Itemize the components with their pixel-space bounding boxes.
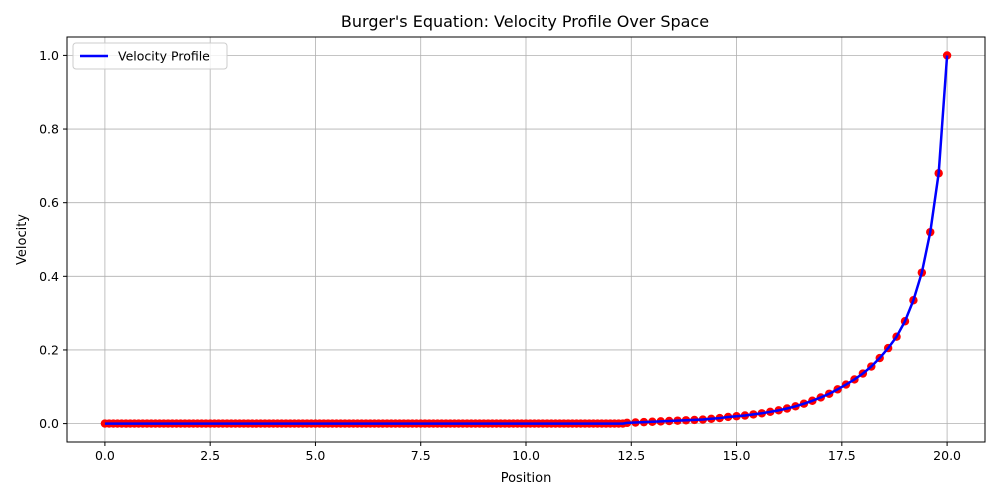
x-tick-label: 12.5 — [617, 448, 645, 463]
x-tick-label: 5.0 — [306, 448, 326, 463]
y-tick-label: 0.0 — [39, 416, 59, 431]
ticks: 0.0 2.5 5.0 7.5 10.0 12.5 15.0 17.5 20.0 0.0 0.2 0.… — [39, 48, 961, 463]
y-tick-label: 0.6 — [39, 195, 59, 210]
legend-box — [72, 42, 228, 70]
data-layer — [100, 51, 952, 428]
x-axis-label: Position — [501, 471, 552, 486]
x-tick-label: 20.0 — [933, 448, 961, 463]
y-tick-label: 0.8 — [39, 122, 59, 137]
x-tick-label: 7.5 — [411, 448, 431, 463]
x-tick-label: 0.0 — [95, 448, 115, 463]
x-tick-label: 2.5 — [200, 448, 220, 463]
x-tick-label: 15.0 — [723, 448, 751, 463]
y-tick-label: 0.2 — [39, 342, 59, 357]
chart-title: Burger's Equation: Velocity Profile Over… — [341, 12, 709, 31]
x-tick-label: 10.0 — [512, 448, 540, 463]
x-tick-label: 17.5 — [828, 448, 856, 463]
y-axis-label: Velocity — [15, 214, 30, 265]
series-line-velocity-profile — [104, 55, 949, 425]
y-tick-label: 0.4 — [39, 269, 59, 284]
legend: Velocity Profile — [72, 42, 228, 70]
legend-entry-velocity-profile: Velocity Profile — [118, 49, 210, 64]
y-tick-label: 1.0 — [39, 48, 59, 63]
grid — [67, 37, 985, 442]
